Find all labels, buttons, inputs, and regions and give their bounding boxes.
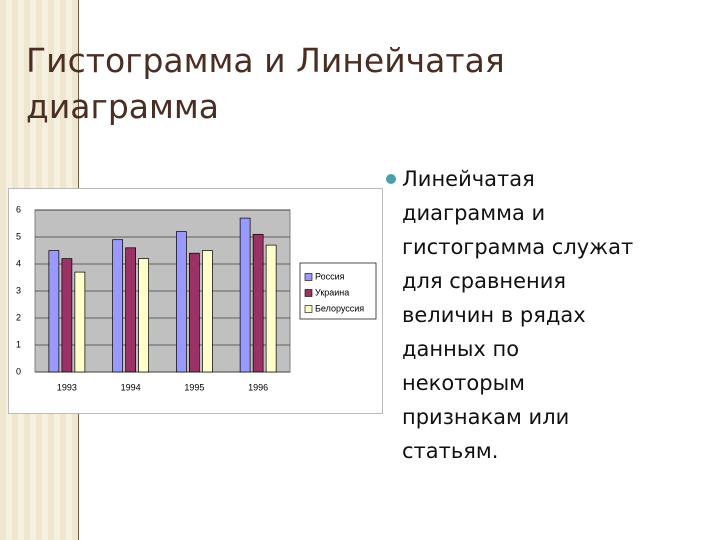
bullet-line: величин в рядах xyxy=(402,303,586,327)
slide-title: Гистограмма и Линейчатая диаграмма xyxy=(26,38,505,130)
x-tick-label: 1993 xyxy=(57,382,77,392)
y-tick-label: 3 xyxy=(16,285,21,295)
bar xyxy=(138,258,149,373)
bullet-text: Линейчатая диаграмма и гистограмма служат д… xyxy=(402,162,633,468)
bullet-line: признакам или xyxy=(402,405,570,429)
legend-swatch xyxy=(304,273,313,281)
x-tick-label: 1996 xyxy=(248,382,268,392)
bar xyxy=(252,233,264,373)
bar xyxy=(112,239,123,373)
legend-label: Россия xyxy=(315,271,345,281)
bullet-line: некоторым xyxy=(402,371,526,395)
bullet: Линейчатая диаграмма и гистограмма служат д… xyxy=(382,162,633,468)
bar xyxy=(202,250,213,373)
bullet-line: для сравнения xyxy=(402,269,567,293)
y-tick-label: 1 xyxy=(16,339,21,349)
bar xyxy=(61,258,73,373)
title-line: Гистограмма и Линейчатая xyxy=(26,41,505,80)
bullet-line: статьям. xyxy=(402,439,499,463)
bar xyxy=(176,231,187,373)
legend-swatch xyxy=(304,289,313,297)
legend-box xyxy=(299,262,377,320)
bullet-line: Линейчатая xyxy=(402,167,535,191)
bar xyxy=(189,252,200,373)
legend-label: Украина xyxy=(315,287,349,297)
y-tick-label: 2 xyxy=(16,312,21,322)
y-tick-label: 6 xyxy=(16,204,21,214)
legend-label: Белоруссия xyxy=(315,303,364,313)
bar xyxy=(48,250,60,373)
bullet-line: гистограмма служат xyxy=(402,235,634,259)
x-tick-label: 1994 xyxy=(121,382,141,392)
bar xyxy=(125,247,136,373)
y-tick-label: 4 xyxy=(16,258,21,268)
bullet-line: диаграмма и xyxy=(402,201,546,225)
title-line: диаграмма xyxy=(26,87,220,126)
bar xyxy=(74,271,86,373)
bullet-line: данных по xyxy=(402,337,520,361)
bullet-dot xyxy=(386,174,396,184)
bar xyxy=(239,217,251,373)
legend-swatch xyxy=(304,305,313,313)
chart: 0 1 2 3 4 5 6 1993 1994 1995 1996 Россия Украина Бело… xyxy=(8,188,383,414)
y-tick-label: 0 xyxy=(16,366,21,376)
bar xyxy=(265,244,277,373)
y-tick-label: 5 xyxy=(16,231,21,241)
x-tick-label: 1995 xyxy=(184,382,204,392)
